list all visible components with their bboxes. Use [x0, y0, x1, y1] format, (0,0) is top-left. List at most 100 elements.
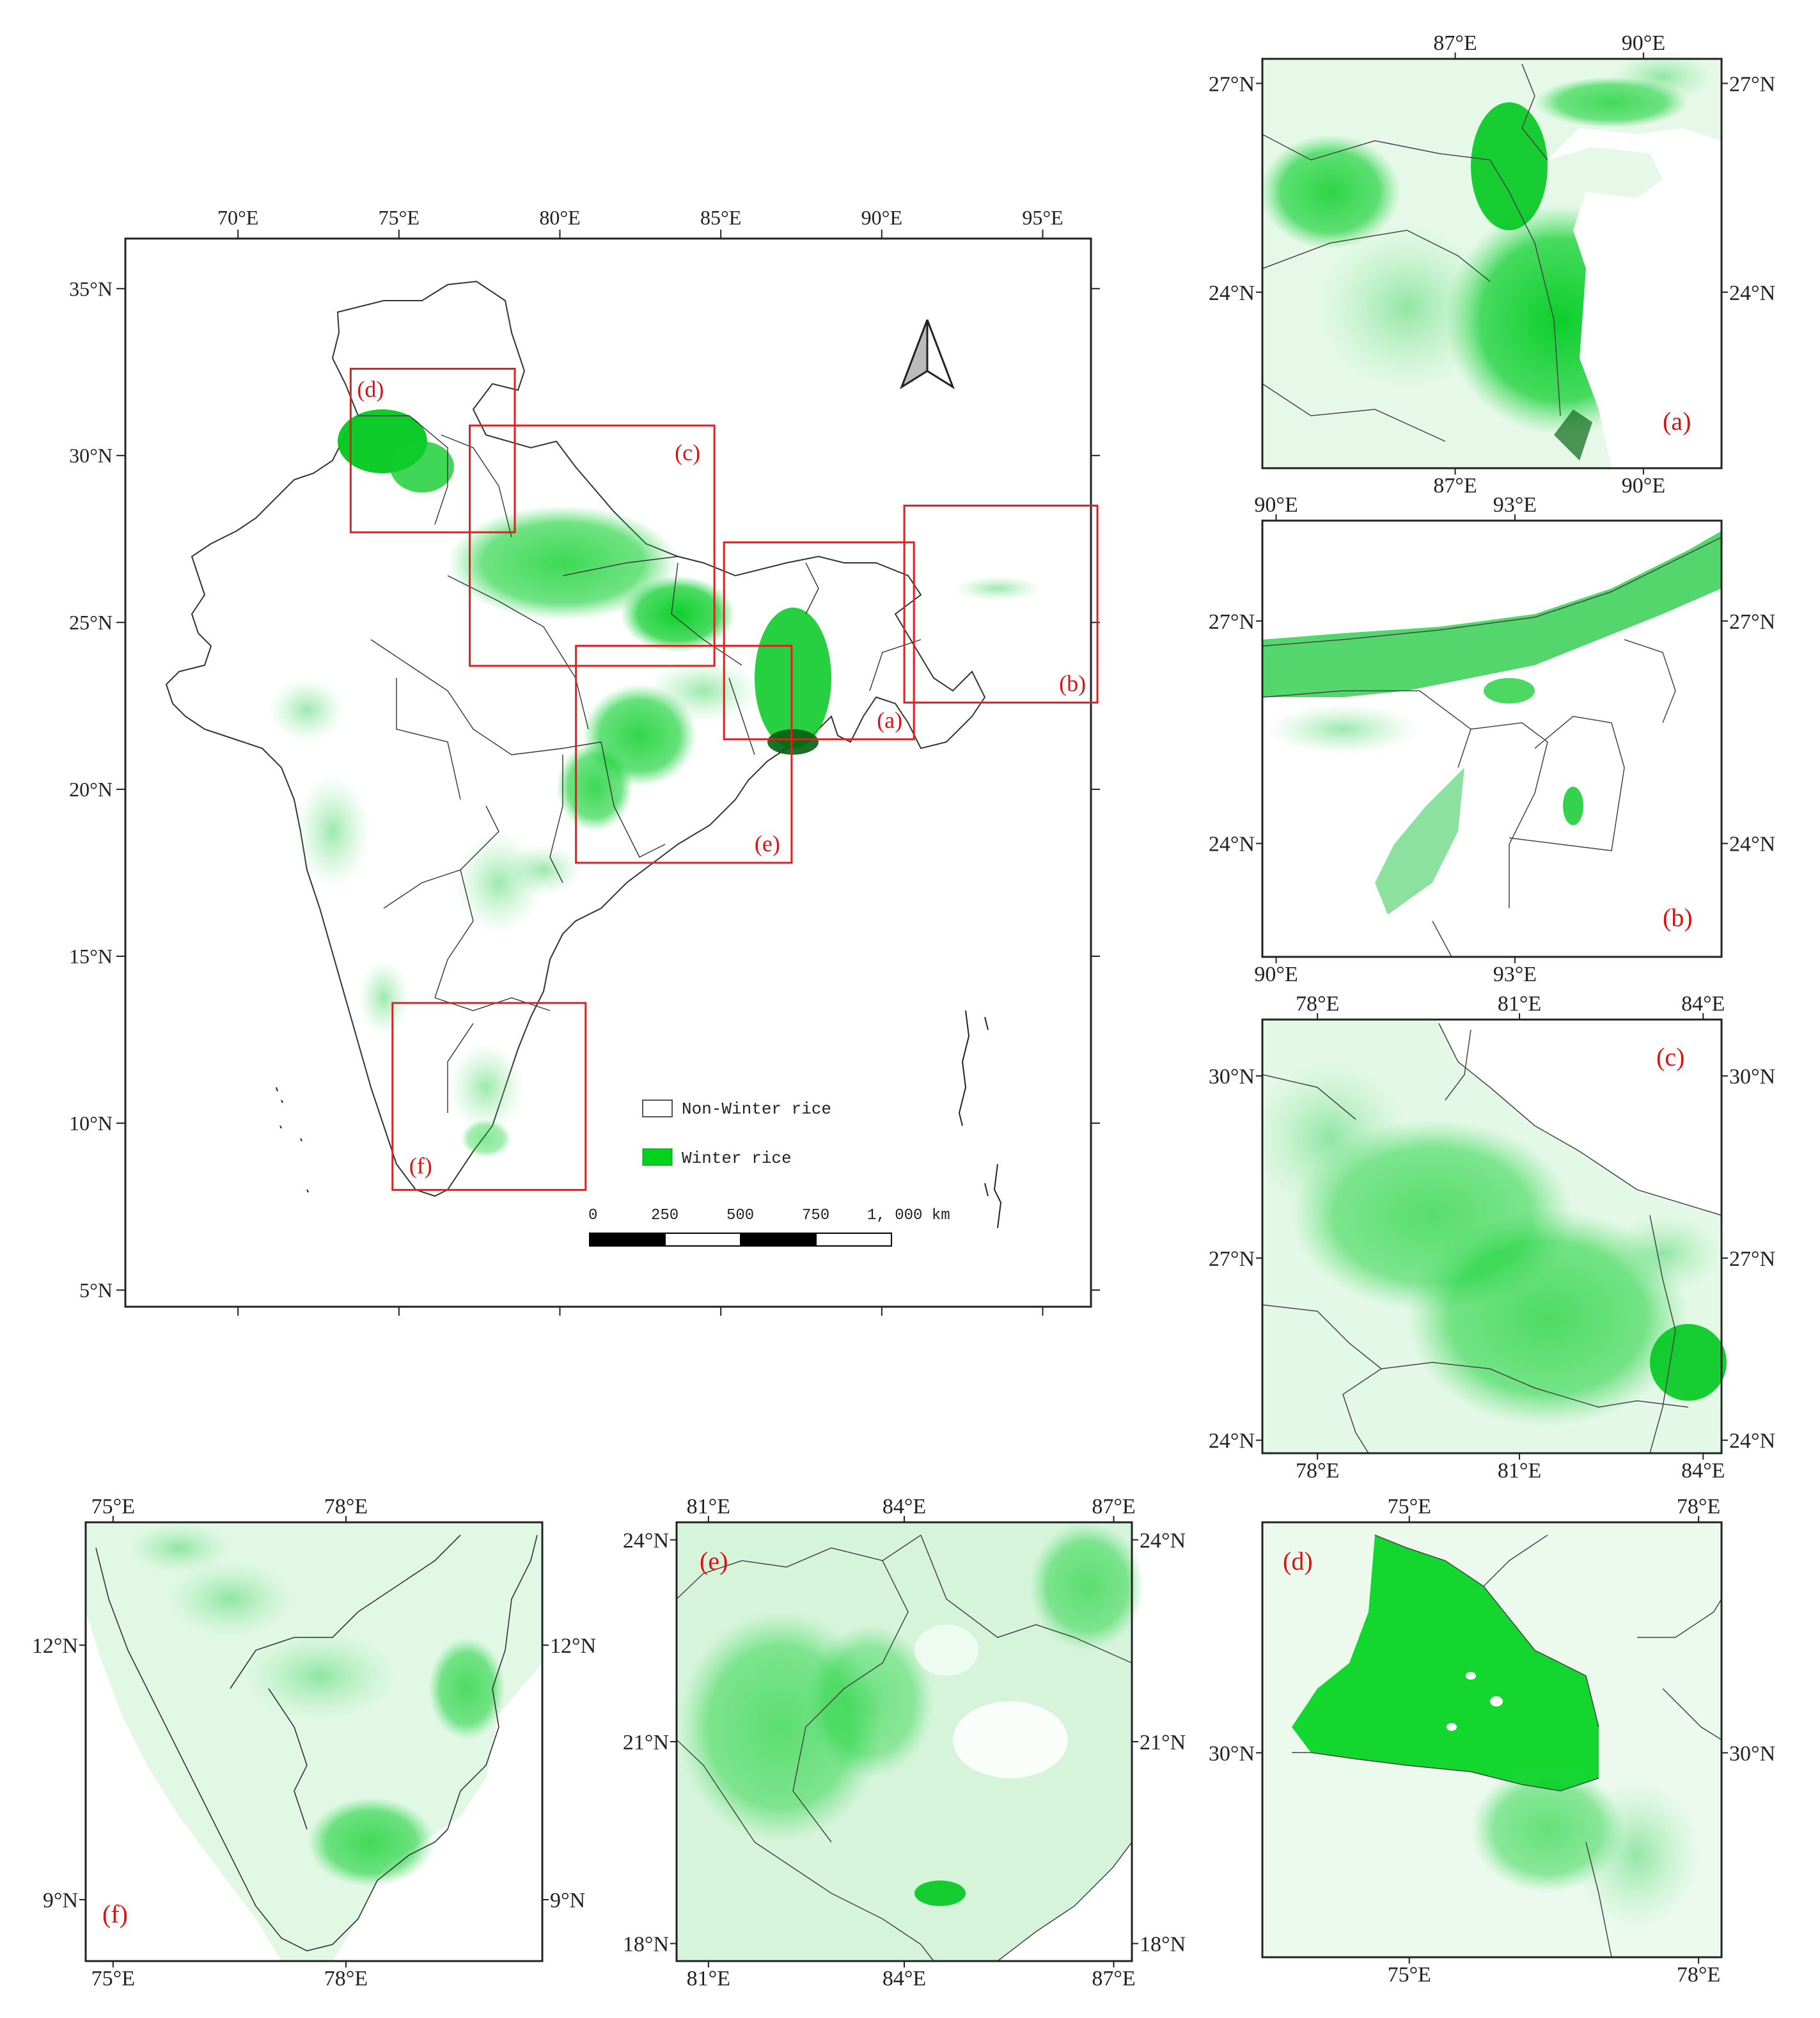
panel-d-rice [1262, 1522, 1722, 1957]
panel-d-right-label: 30°N [1729, 1742, 1775, 1765]
scale-label-500: 500 [726, 1207, 754, 1224]
panel-e-left-label: 21°N [623, 1731, 669, 1754]
panel-e-boundaries [676, 1534, 1133, 1962]
scale-segment-4 [815, 1233, 892, 1247]
panel-c-right-label: 30°N [1729, 1065, 1775, 1089]
panel-f-coastline [95, 1534, 538, 1951]
panel-f-left-label: 9°N [43, 1889, 78, 1912]
panel-e-bottom-label: 84°E [883, 1967, 926, 1990]
panel-c-left-label: 24°N [1209, 1430, 1255, 1453]
panel-f-frame [84, 1521, 544, 1962]
scale-label-0: 0 [588, 1207, 597, 1224]
panel-b: (b) [1261, 519, 1723, 958]
panel-f-top-label: 75°E [91, 1495, 135, 1518]
panel-e-right-label: 21°N [1140, 1731, 1186, 1754]
region-boxes: (d) (c) (a) (b) (e) (f) [349, 368, 1099, 1191]
region-box-label-d: (d) [357, 377, 384, 402]
panel-d-top-label: 78°E [1677, 1495, 1720, 1518]
panel-e-top-label: 84°E [883, 1495, 926, 1518]
panel-a-label: (a) [1663, 407, 1691, 436]
scale-label-750: 750 [802, 1207, 829, 1224]
scale-label-1000: 1, 000 km [867, 1207, 950, 1224]
panel-c-frame [1261, 1018, 1723, 1454]
islands [276, 1010, 1002, 1229]
panel-e-top-label: 87°E [1092, 1495, 1135, 1518]
main-map: 70°E 75°E 80°E 85°E 90°E 95°E 35°N 30°N 25°N 20°N… [69, 206, 1100, 1316]
scale-bar: 0 250 500 750 1, 000 km [588, 1207, 950, 1247]
panel-a-boundaries [1262, 63, 1561, 442]
region-box-c [469, 424, 716, 667]
main-lon-label: 95°E [1022, 206, 1063, 229]
panel-a-top-label: 90°E [1622, 31, 1665, 55]
panel-d-top-label: 75°E [1388, 1495, 1431, 1518]
panel-a-bottom-label: 87°E [1433, 474, 1477, 498]
panel-d-frame [1261, 1521, 1723, 1959]
panel-c-top-label: 84°E [1681, 992, 1725, 1016]
main-lat-label: 35°N [69, 277, 113, 300]
panel-ticks: 87°E 90°E 87°E 90°E 27°N 24°N 27°N 24°N 90°E 93°E… [32, 31, 1775, 1990]
panel-e: (e) [675, 1521, 1145, 1962]
region-box-e [575, 645, 793, 864]
panel-c-rice [1253, 1020, 1727, 1453]
panel-b-right-label: 27°N [1729, 610, 1775, 634]
panel-b-label: (b) [1663, 903, 1693, 932]
legend: Non-Winter rice Winter rice [642, 1100, 831, 1168]
panel-d-left-label: 30°N [1209, 1742, 1255, 1765]
main-lat-label: 15°N [69, 945, 113, 968]
north-arrow-icon [900, 319, 955, 390]
panel-f-right-label: 9°N [550, 1889, 585, 1912]
panel-a-right-label: 27°N [1729, 72, 1775, 96]
panel-b-frame [1261, 519, 1723, 958]
panel-b-bottom-label: 93°E [1493, 963, 1537, 986]
panel-c-label: (c) [1656, 1043, 1684, 1071]
scale-label-250: 250 [651, 1207, 679, 1224]
main-lon-label: 85°E [700, 206, 741, 229]
panel-b-right-label: 24°N [1729, 833, 1775, 856]
panel-e-label: (e) [700, 1547, 728, 1575]
panel-d-bottom-label: 75°E [1388, 1963, 1431, 1987]
panel-a: (a) [1260, 51, 1723, 469]
panel-f-bottom-label: 75°E [91, 1967, 135, 1990]
panel-b-top-label: 93°E [1493, 493, 1537, 517]
panel-a-frame [1261, 58, 1723, 469]
panel-b-boundaries [1262, 537, 1722, 958]
panel-b-left-label: 27°N [1209, 610, 1255, 634]
panel-e-right-label: 24°N [1140, 1529, 1186, 1552]
panel-e-bottom-label: 81°E [687, 1967, 730, 1990]
panel-e-left-label: 18°N [623, 1933, 669, 1957]
panel-f-top-label: 78°E [324, 1495, 368, 1518]
panel-a-left-label: 24°N [1209, 281, 1255, 305]
panel-f-rice [86, 1522, 542, 1961]
main-lon-label: 70°E [217, 206, 258, 229]
panel-f-bottom-label: 78°E [324, 1967, 368, 1990]
panel-e-right-label: 18°N [1140, 1933, 1186, 1957]
scale-segment-2 [664, 1233, 741, 1247]
panel-b-top-label: 90°E [1254, 493, 1298, 517]
legend-label-winter-rice: Winter rice [682, 1149, 792, 1168]
panel-f-label: (f) [102, 1900, 128, 1928]
main-lat-label: 5°N [79, 1279, 113, 1302]
panel-b-rice [1262, 531, 1722, 915]
scale-segment-1 [589, 1233, 666, 1247]
panel-c-boundaries [1262, 1023, 1722, 1454]
panel-d: (d) [1261, 1521, 1723, 1959]
panel-a-right-label: 24°N [1729, 281, 1775, 305]
panel-a-bottom-label: 90°E [1622, 474, 1665, 498]
panel-a-rice [1260, 51, 1722, 468]
panel-c-left-label: 27°N [1209, 1247, 1255, 1271]
panel-e-top-label: 81°E [687, 1495, 730, 1518]
legend-swatch-non-winter-rice [642, 1100, 673, 1117]
panel-f-right-label: 12°N [550, 1634, 596, 1658]
panel-f: (f) [84, 1521, 544, 1962]
panel-c-bottom-label: 84°E [1681, 1459, 1725, 1483]
panel-c: (c) [1253, 1018, 1727, 1454]
panel-c-top-label: 81°E [1498, 992, 1541, 1016]
region-box-label-c: (c) [675, 439, 700, 465]
panel-e-left-label: 24°N [623, 1529, 669, 1552]
panel-f-left-label: 12°N [32, 1634, 78, 1658]
main-map-ticks: 70°E 75°E 80°E 85°E 90°E 95°E 35°N 30°N 25°N 20°N… [69, 206, 1100, 1316]
main-lat-label: 25°N [69, 611, 113, 634]
region-box-d [349, 368, 516, 533]
main-lon-label: 80°E [539, 206, 580, 229]
